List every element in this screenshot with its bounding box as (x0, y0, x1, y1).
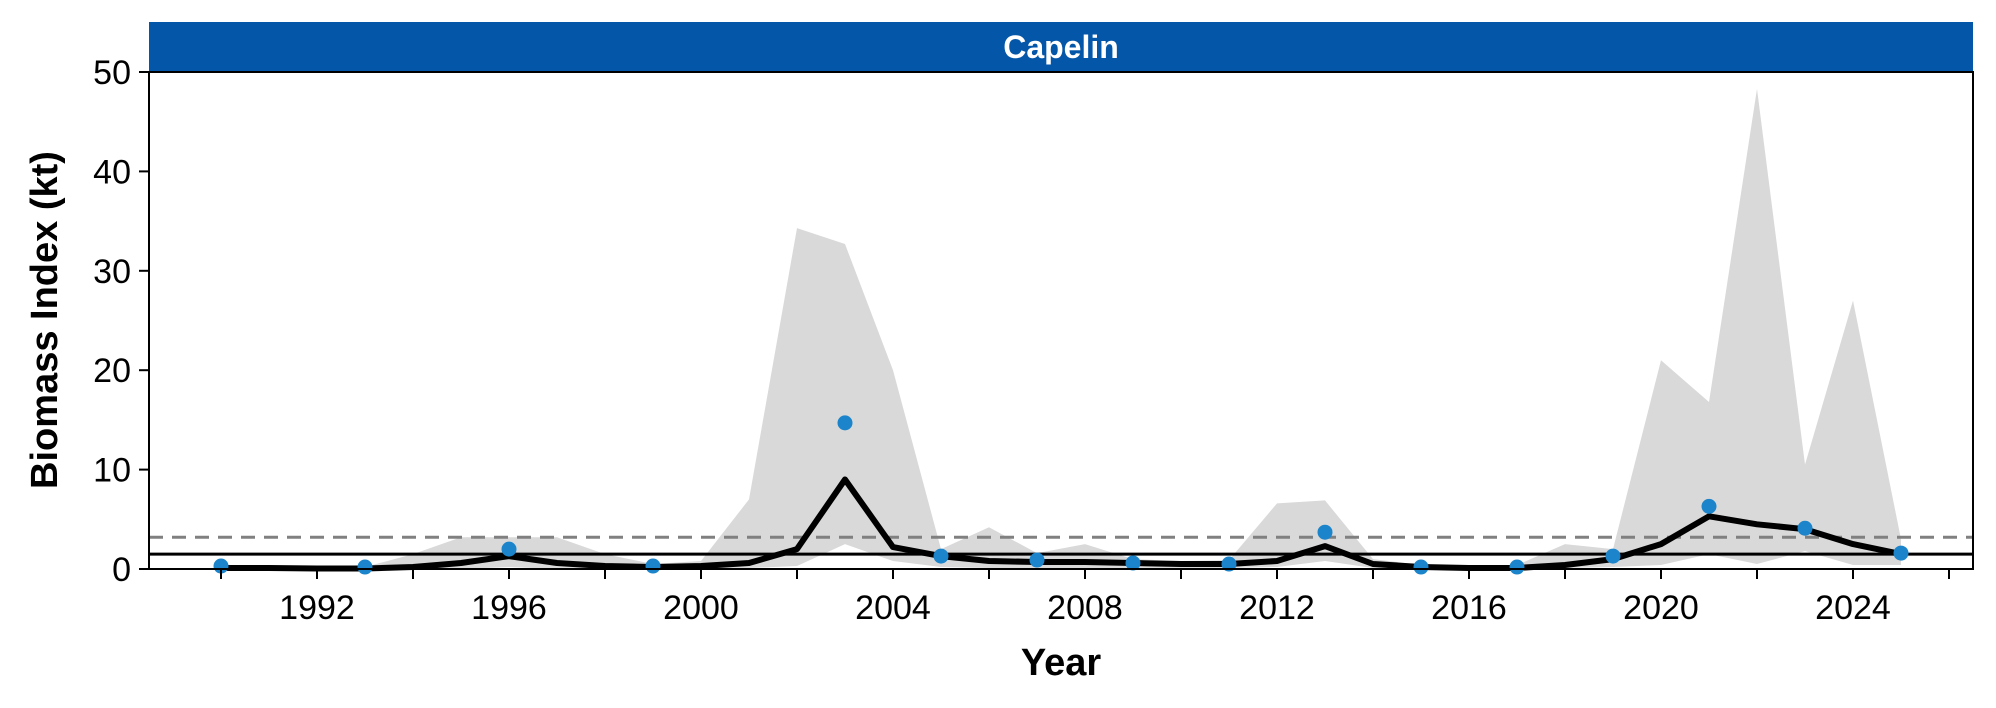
observed-point-2011 (1221, 556, 1237, 572)
fitted-line-layer (218, 476, 1904, 572)
x-tick-label-2012: 2012 (1239, 589, 1315, 627)
facet-strip (149, 22, 1973, 72)
observed-points-layer (213, 415, 1909, 575)
observed-point-2015 (1413, 559, 1429, 575)
x-axis-title: Year (1021, 642, 1102, 684)
observed-point-2009 (1125, 555, 1141, 571)
y-tick-label-30: 30 (93, 253, 131, 291)
y-tick-label-0: 0 (112, 551, 131, 589)
observed-point-2023 (1797, 520, 1813, 536)
x-tick-label-1992: 1992 (279, 589, 355, 627)
x-tick-label-2020: 2020 (1623, 589, 1699, 627)
x-tick-label-2000: 2000 (663, 589, 739, 627)
x-tick-label-1996: 1996 (471, 589, 547, 627)
observed-point-2007 (1029, 552, 1045, 568)
observed-point-1996 (501, 541, 517, 557)
y-tick-label-50: 50 (93, 54, 131, 92)
x-tick-label-2016: 2016 (1431, 589, 1507, 627)
observed-point-2025 (1893, 545, 1909, 561)
x-tick-label-2008: 2008 (1047, 589, 1123, 627)
observed-point-2017 (1509, 559, 1525, 575)
panel-border (148, 71, 1974, 570)
observed-point-1993 (357, 559, 373, 575)
observed-point-2003 (837, 415, 853, 431)
x-tick-label-2024: 2024 (1815, 589, 1891, 627)
y-tick-label-40: 40 (93, 153, 131, 191)
observed-point-2013 (1317, 524, 1333, 540)
observed-point-2019 (1605, 548, 1621, 564)
observed-point-2005 (933, 548, 949, 564)
y-tick-label-10: 10 (93, 452, 131, 490)
facet-strip-title: Capelin (1003, 29, 1119, 65)
confidence-ribbon (221, 88, 1901, 570)
observed-point-1999 (645, 558, 661, 574)
confidence-ribbon-layer (221, 88, 1901, 570)
x-axis: 1992 1996 2000 2004 2008 2012 2016 2020 2024 (220, 569, 1950, 627)
y-tick-label-20: 20 (93, 352, 131, 390)
x-tick-label-2004: 2004 (855, 589, 931, 627)
y-axis-title: Biomass Index (kt) (24, 151, 66, 489)
observed-point-2021 (1701, 498, 1717, 514)
y-axis: 0 10 20 30 40 50 (93, 54, 149, 589)
fitted-biomass-line (218, 476, 1904, 572)
